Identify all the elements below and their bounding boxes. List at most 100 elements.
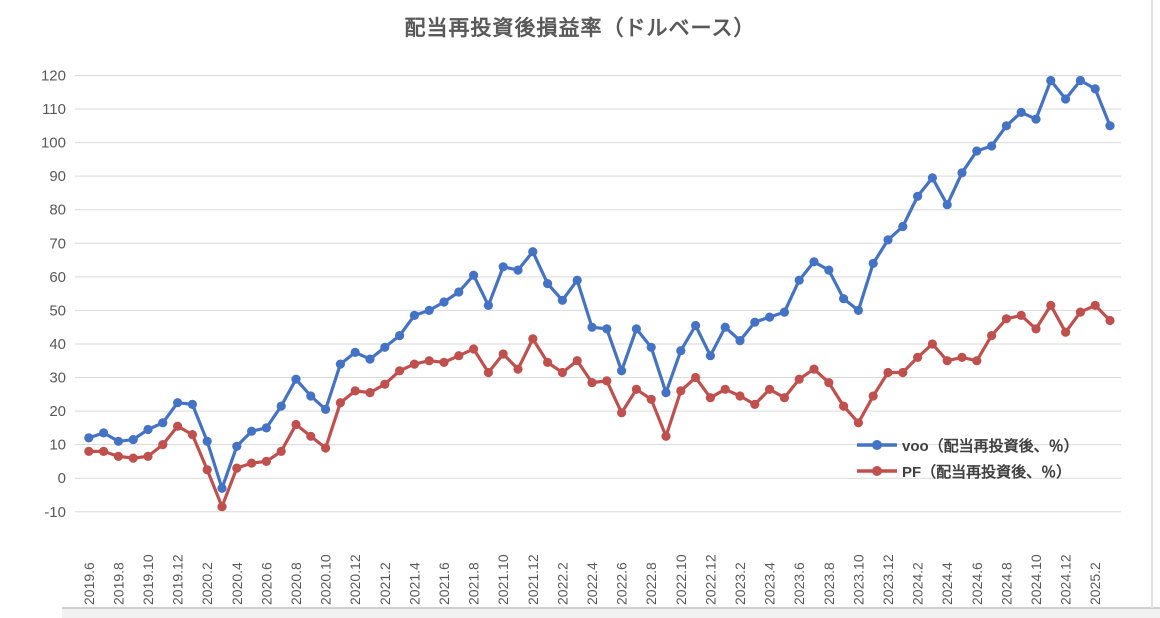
pf-data-point bbox=[187, 430, 197, 440]
voo-data-point bbox=[750, 317, 760, 327]
y-axis-tick-label: 40 bbox=[49, 336, 66, 353]
pf-data-point bbox=[824, 378, 834, 388]
x-axis-tick-label: 2022.4 bbox=[584, 562, 600, 605]
voo-data-point bbox=[380, 342, 390, 352]
x-axis-tick-label: 2022.6 bbox=[614, 562, 630, 605]
voo-data-point bbox=[587, 322, 597, 332]
pf-data-point bbox=[424, 356, 434, 366]
x-axis-tick-label: 2021.12 bbox=[525, 554, 541, 605]
voo-data-point bbox=[247, 426, 257, 436]
y-axis-labels: -10 0 10 20 30 40 50 60 70 80 90 100 110 120 bbox=[41, 68, 66, 521]
legend-item-voo[interactable]: voo（配当再投資後、％） bbox=[856, 432, 1079, 458]
x-axis-tick-label: 2023.8 bbox=[821, 562, 837, 605]
pf-data-point bbox=[380, 379, 390, 389]
voo-data-point bbox=[942, 200, 952, 210]
voo-data-point bbox=[1075, 75, 1085, 86]
voo-data-point bbox=[794, 275, 804, 285]
pf-data-point bbox=[158, 440, 168, 450]
x-axis-tick-label: 2024.6 bbox=[969, 562, 985, 605]
pf-series-line bbox=[84, 300, 1115, 512]
voo-data-point bbox=[646, 342, 656, 352]
pf-data-point bbox=[972, 356, 982, 366]
voo-data-point bbox=[1090, 84, 1100, 94]
voo-data-point bbox=[735, 336, 745, 346]
x-axis-tick-label: 2022.10 bbox=[673, 554, 689, 605]
x-axis-tick-label: 2022.8 bbox=[643, 562, 659, 605]
x-axis-tick-label: 2022.2 bbox=[554, 562, 570, 605]
pf-data-point bbox=[572, 356, 582, 366]
x-axis-tick-label: 2020.12 bbox=[347, 554, 363, 605]
x-axis-tick-label: 2021.10 bbox=[495, 554, 511, 605]
y-axis-tick-label: 110 bbox=[42, 101, 66, 118]
pf-data-point bbox=[705, 393, 716, 403]
y-axis-tick-label: 60 bbox=[49, 269, 66, 286]
pf-data-point bbox=[646, 394, 656, 404]
voo-data-point bbox=[779, 307, 790, 317]
pf-data-point bbox=[513, 364, 523, 374]
pf-data-point bbox=[987, 331, 997, 341]
voo-data-point bbox=[1105, 121, 1115, 131]
voo-data-point bbox=[809, 257, 819, 267]
x-axis-tick-label: 2020.2 bbox=[199, 562, 215, 605]
y-axis-tick-label: 80 bbox=[49, 202, 66, 219]
pf-data-point bbox=[1105, 315, 1115, 326]
pf-data-point bbox=[765, 384, 775, 394]
x-axis-tick-label: 2024.2 bbox=[910, 562, 926, 605]
pf-data-point bbox=[113, 451, 123, 461]
voo-data-point bbox=[158, 418, 168, 428]
voo-data-point bbox=[350, 347, 360, 357]
voo-data-point bbox=[705, 351, 716, 361]
legend: voo（配当再投資後、％） PF（配当再投資後、％） bbox=[856, 432, 1079, 484]
x-axis-tick-label: 2021.2 bbox=[377, 562, 393, 605]
gridlines bbox=[75, 75, 1121, 513]
voo-data-point bbox=[1016, 107, 1026, 117]
pf-data-point bbox=[957, 352, 967, 362]
pf-data-point bbox=[232, 463, 242, 473]
pf-data-point bbox=[794, 374, 804, 384]
y-axis-tick-label: 20 bbox=[49, 403, 66, 420]
x-axis-tick-label: 2023.6 bbox=[791, 562, 807, 605]
voo-data-point bbox=[602, 324, 612, 334]
voo-data-point bbox=[720, 322, 730, 332]
x-axis-labels: 2019.6 2019.8 2019.10 2019.12 2020.2 2020.4 20… bbox=[81, 554, 1103, 605]
x-axis-tick-label: 2020.6 bbox=[258, 562, 274, 605]
y-axis-tick-label: 70 bbox=[49, 235, 66, 252]
voo-data-point bbox=[987, 141, 997, 151]
legend-item-pf[interactable]: PF（配当再投資後、％） bbox=[856, 458, 1079, 484]
horizontal-scrollbar[interactable] bbox=[62, 608, 1160, 618]
voo-data-point bbox=[483, 300, 493, 310]
pf-data-point bbox=[853, 418, 864, 428]
x-axis-tick-label: 2023.2 bbox=[732, 562, 748, 605]
voo-data-point bbox=[469, 270, 479, 280]
x-axis-tick-label: 2022.12 bbox=[702, 554, 718, 605]
pf-data-point bbox=[868, 391, 878, 401]
pf-data-point bbox=[557, 367, 568, 378]
y-axis-tick-label: -10 bbox=[44, 504, 66, 521]
chart-right-border bbox=[1151, 0, 1153, 618]
pf-data-point bbox=[454, 351, 464, 361]
voo-data-point bbox=[691, 320, 701, 331]
pf-data-point bbox=[84, 446, 94, 456]
pf-data-point bbox=[498, 349, 508, 359]
x-axis-tick-label: 2020.8 bbox=[288, 562, 304, 605]
pf-data-point bbox=[469, 344, 479, 354]
voo-data-point bbox=[454, 287, 464, 297]
voo-data-point bbox=[927, 173, 938, 183]
pf-data-point bbox=[217, 502, 227, 512]
pf-data-point bbox=[1016, 310, 1026, 320]
y-axis-tick-label: 100 bbox=[41, 135, 66, 152]
pf-data-point bbox=[247, 458, 257, 468]
voo-data-point bbox=[439, 297, 449, 307]
voo-data-point bbox=[232, 441, 242, 451]
pf-data-point bbox=[528, 334, 538, 344]
pf-data-point bbox=[1061, 327, 1071, 337]
pf-data-point bbox=[676, 386, 686, 396]
voo-data-point bbox=[898, 221, 908, 232]
x-axis-tick-label: 2019.8 bbox=[110, 562, 126, 605]
pf-data-point bbox=[335, 398, 345, 408]
voo-line-marker-icon bbox=[857, 440, 897, 450]
pf-data-point bbox=[883, 367, 893, 378]
pf-data-point bbox=[602, 376, 612, 386]
